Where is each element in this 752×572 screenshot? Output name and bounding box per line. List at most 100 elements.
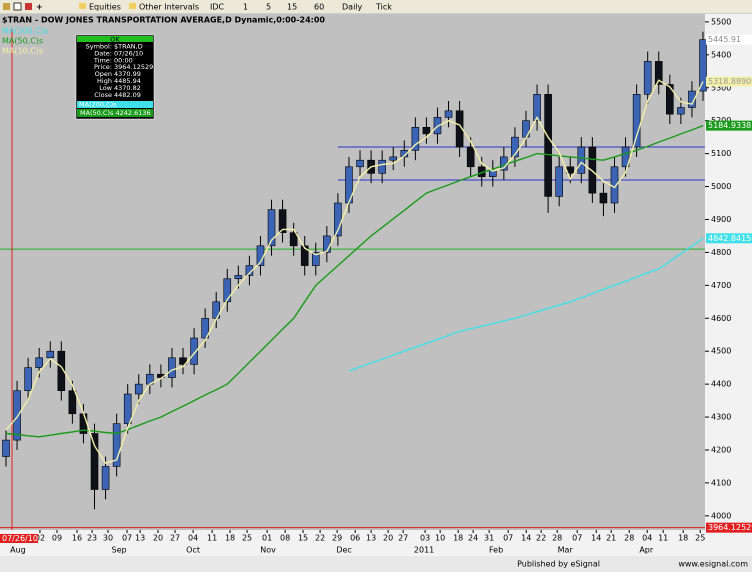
x-tick-label: 06 [350, 534, 360, 543]
candle-body [688, 90, 696, 108]
x-tick-label: 09 [52, 534, 62, 543]
data-value: 07/26/10 [114, 49, 143, 57]
candle-body [278, 209, 287, 233]
x-tick-label: 14 [521, 534, 531, 543]
candle-body [422, 126, 431, 135]
candle-body [555, 166, 563, 197]
y-tick-label: 4400 [711, 380, 731, 389]
x-tick-label: 14 [591, 534, 601, 543]
data-key: Date: [94, 49, 112, 57]
price-axis [705, 14, 752, 530]
data-key: Low [99, 84, 112, 92]
candle-body [234, 275, 243, 280]
candle-body [411, 126, 420, 151]
candle-body [112, 423, 121, 467]
candle-body [101, 466, 110, 490]
legend-entry: MA(200,C)s [2, 27, 48, 36]
x-month-label: Mar [558, 546, 574, 555]
toolbar-button[interactable]: Daily [342, 3, 363, 12]
icon [3, 3, 10, 10]
candle-body [389, 156, 398, 161]
data-value: 4370.82 [114, 84, 141, 92]
candle-body [488, 169, 497, 177]
x-tick-label: 04 [188, 534, 198, 543]
x-tick-label: 18 [225, 534, 235, 543]
candle-body [699, 39, 707, 92]
y-tick-label: 5300 [711, 83, 731, 92]
toolbar-button[interactable]: 60 [314, 3, 324, 12]
y-tick-label: 4300 [711, 413, 731, 422]
x-tick-label: 03 [420, 534, 430, 543]
x-month-label: Oct [186, 546, 200, 555]
footer [0, 556, 752, 572]
legend: MA(200,C)sMA(50,C)sMA(10,C)s [2, 27, 48, 56]
x-tick-label: 25 [242, 534, 252, 543]
candle-body [444, 110, 453, 118]
x-tick-label: 27 [398, 534, 408, 543]
data-key: Symbol: [86, 43, 112, 51]
toolbar-button[interactable]: Other Intervals [139, 3, 199, 12]
x-month-label: Aug [10, 546, 26, 555]
y-tick-label: 4600 [711, 314, 731, 323]
publisher: Published by eSignal [517, 560, 600, 569]
y-tick-label: 4800 [711, 248, 731, 257]
x-tick-label: 24 [468, 534, 478, 543]
x-tick-label: 18 [678, 534, 688, 543]
toolbar-button[interactable]: 15 [287, 3, 297, 12]
x-tick-label: 23 [87, 534, 97, 543]
ma200-row [77, 101, 153, 108]
x-tick-label: 02 [35, 534, 45, 543]
candle-body [13, 390, 21, 441]
cursor-price: 3964.12529 [708, 523, 752, 532]
cursor-date-box [0, 534, 38, 543]
x-tick-label: 28 [552, 534, 562, 543]
candle-body [643, 61, 652, 95]
x-tick-label: 28 [624, 534, 634, 543]
x-tick-label: 07 [503, 534, 513, 543]
x-tick-label: 11 [658, 534, 668, 543]
x-month-label: Sep [112, 546, 127, 555]
y-tick-label: 5500 [711, 17, 731, 26]
data-value: $TRAN,D [114, 43, 143, 51]
toolbar-button[interactable]: 1 [243, 3, 248, 12]
candle-body [90, 433, 99, 490]
toolbar-button[interactable]: Tick [375, 3, 392, 12]
toolbar-button[interactable]: 5 [266, 3, 271, 12]
icon [13, 2, 22, 11]
data-key: Close [94, 91, 112, 99]
candle-body [201, 317, 209, 339]
data-window-header[interactable] [77, 36, 153, 42]
candle-body [190, 337, 198, 365]
x-tick-label: 10 [435, 534, 445, 543]
x-tick-label: 01 [262, 534, 272, 543]
toolbar-button[interactable]: Equities [89, 3, 121, 12]
x-tick-label: 30 [103, 534, 113, 543]
candle-body [599, 192, 608, 204]
candle-body [311, 252, 320, 266]
x-tick-label: 04 [642, 534, 652, 543]
x-month-label: 2011 [414, 546, 434, 555]
ma-value-box [706, 233, 752, 244]
ma50-label: MA(50,C)s 4242.6136 [80, 109, 151, 117]
toolbar-button[interactable]: IDC [210, 3, 225, 12]
x-tick-label: 31 [484, 534, 494, 543]
candle-body [123, 393, 132, 424]
ma-line [348, 237, 704, 372]
candle-body [267, 209, 276, 247]
publisher-url[interactable]: www.esignal.com [678, 560, 748, 569]
chart-title: $TRAN - DOW JONES TRANSPORTATION AVERAGE… [2, 16, 325, 25]
data-value: 3964.12529 [114, 63, 153, 71]
y-tick-label: 4500 [711, 347, 731, 356]
y-tick-label: 5000 [711, 182, 731, 191]
candle-body [223, 278, 232, 303]
ma-line [5, 79, 704, 465]
ma-value: 5318.88909 [708, 77, 752, 86]
ok-button[interactable]: OK [110, 36, 120, 44]
time-axis [0, 530, 752, 556]
x-tick-label: 25 [695, 534, 705, 543]
candle-body [300, 245, 309, 266]
x-tick-label: 20 [383, 534, 393, 543]
